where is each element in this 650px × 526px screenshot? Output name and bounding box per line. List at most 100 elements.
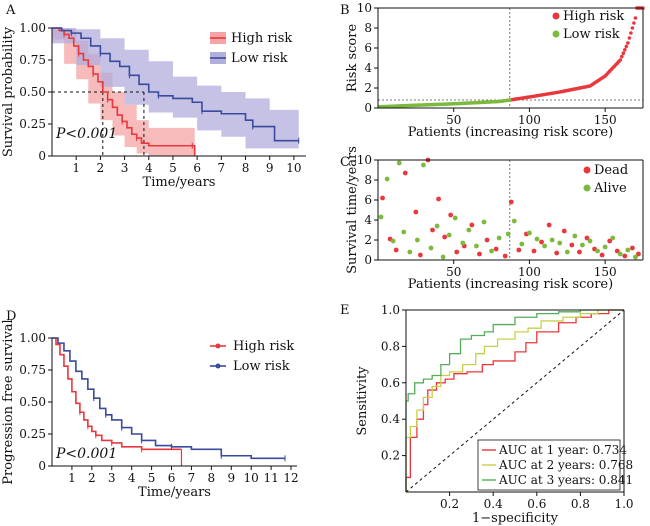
legend-label: High risk <box>563 9 624 24</box>
y-axis-label: Risk score <box>345 24 360 93</box>
survival-point <box>577 249 582 255</box>
survival-point <box>542 243 547 249</box>
legend-label: Dead <box>594 163 628 178</box>
panel-c-chart: C 50 100 150 0 2 4 6 8 10 Patients (increasing ri… <box>340 146 644 292</box>
pfs-curve-high-risk <box>52 337 182 451</box>
y-axis-label: Survival time/years <box>345 146 360 274</box>
risk-point <box>633 16 638 20</box>
legend-marker <box>583 184 591 192</box>
risk-point <box>624 44 629 49</box>
survival-point <box>434 223 440 229</box>
x-tick-label: 5 <box>148 471 156 485</box>
x-tick-label: 100 <box>518 113 541 127</box>
y-tick-label: 1.00 <box>19 21 46 35</box>
y-tick-label: 1.0 <box>381 303 400 317</box>
survival-point <box>477 251 482 257</box>
y-tick-label: 0.50 <box>19 395 46 409</box>
survival-point <box>636 251 641 257</box>
survival-point <box>378 214 384 220</box>
survival-point <box>505 231 511 237</box>
y-tick-label: 0.75 <box>19 53 46 67</box>
y-tick-label: 8 <box>364 21 372 35</box>
x-tick-label: 9 <box>227 471 235 485</box>
x-tick-label: 0.4 <box>484 497 503 511</box>
x-tick-label: 3 <box>108 471 116 485</box>
risk-point <box>618 58 623 62</box>
y-axis-label: Sensitivity <box>355 366 370 436</box>
x-tick-label: 8 <box>208 471 216 485</box>
x-axis-label: Time/years <box>138 485 211 500</box>
roc-curve-1 <box>405 309 624 492</box>
survival-point <box>396 160 402 166</box>
panel-e-chart: E 0.2 0.4 0.6 0.8 1.0 0.2 0.4 0.6 0.8 1.0 1−specif… <box>340 303 634 526</box>
survival-point <box>428 245 434 251</box>
legend-box <box>477 439 621 491</box>
survival-point <box>414 237 420 243</box>
legend-marker <box>552 30 560 38</box>
y-tick-label: 4 <box>364 61 372 75</box>
x-tick-label: 50 <box>446 265 461 279</box>
legend-marker <box>215 343 221 349</box>
panel-a-label: A <box>5 3 16 18</box>
x-tick-label: 9 <box>266 161 274 175</box>
survival-point <box>633 254 638 260</box>
survival-point <box>595 248 600 254</box>
x-tick-label: 150 <box>594 265 617 279</box>
y-tick-label: 0.4 <box>381 412 400 426</box>
risk-point <box>621 51 626 55</box>
x-tick-label: 1 <box>72 161 80 175</box>
y-tick-label: 0.6 <box>381 376 400 390</box>
panel-c-label: C <box>340 155 350 170</box>
y-tick-label: 6 <box>364 41 372 55</box>
survival-point <box>625 247 631 253</box>
x-axis-label: Patients (increasing risk score) <box>408 277 613 292</box>
axes <box>48 337 297 470</box>
risk-point <box>623 48 627 52</box>
survival-point <box>469 222 475 228</box>
y-tick-label: 8 <box>364 173 372 187</box>
y-tick-label: 10 <box>357 153 372 167</box>
y-tick-label: 0.75 <box>19 363 46 377</box>
legend-marker <box>552 12 560 20</box>
y-axis-label: Survival probability <box>1 26 16 157</box>
y-tick-label: 0.25 <box>19 427 46 441</box>
risk-point <box>632 21 636 25</box>
x-axis-label: Patients (increasing risk score) <box>408 125 613 140</box>
y-tick-label: 1.00 <box>19 331 46 345</box>
x-tick-label: 50 <box>446 113 461 127</box>
x-tick-label: 10 <box>244 471 259 485</box>
survival-point <box>413 209 419 215</box>
survival-point <box>448 212 454 218</box>
x-tick-label: 4 <box>128 471 136 485</box>
survival-point <box>561 228 567 234</box>
axes <box>374 159 644 264</box>
panel-b-chart: B 50 100 150 0 2 4 6 8 10 Patients (increasing ri… <box>340 1 645 140</box>
legend-label: Low risk <box>563 27 620 42</box>
axes <box>374 7 644 112</box>
risk-point <box>627 36 632 40</box>
survival-point <box>587 238 593 244</box>
x-tick-label: 6 <box>193 161 201 175</box>
survival-point <box>421 162 426 168</box>
survival-point <box>481 219 487 225</box>
x-axis-label: 1−specificity <box>472 511 559 526</box>
survival-point <box>446 232 452 238</box>
survival-point <box>454 249 460 255</box>
survival-point <box>390 238 396 244</box>
y-tick-label: 10 <box>357 1 372 15</box>
y-tick-label: 2 <box>364 81 372 95</box>
survival-point <box>436 196 441 202</box>
survival-point <box>402 170 408 176</box>
x-tick-label: 0.2 <box>440 497 459 511</box>
x-tick-label: 1 <box>68 471 76 485</box>
y-tick-label: 0 <box>38 459 46 473</box>
panel-d-chart: D 1 2 3 4 5 6 7 8 9 10 11 1200.250.500.751.00Time/y… <box>1 309 299 500</box>
risk-point <box>507 98 512 102</box>
x-tick-label: 7 <box>218 161 226 175</box>
x-tick-label: 8 <box>242 161 250 175</box>
survival-point <box>539 239 544 245</box>
survival-point <box>511 218 517 224</box>
survival-point <box>519 241 525 247</box>
y-tick-label: 0.2 <box>381 449 400 463</box>
